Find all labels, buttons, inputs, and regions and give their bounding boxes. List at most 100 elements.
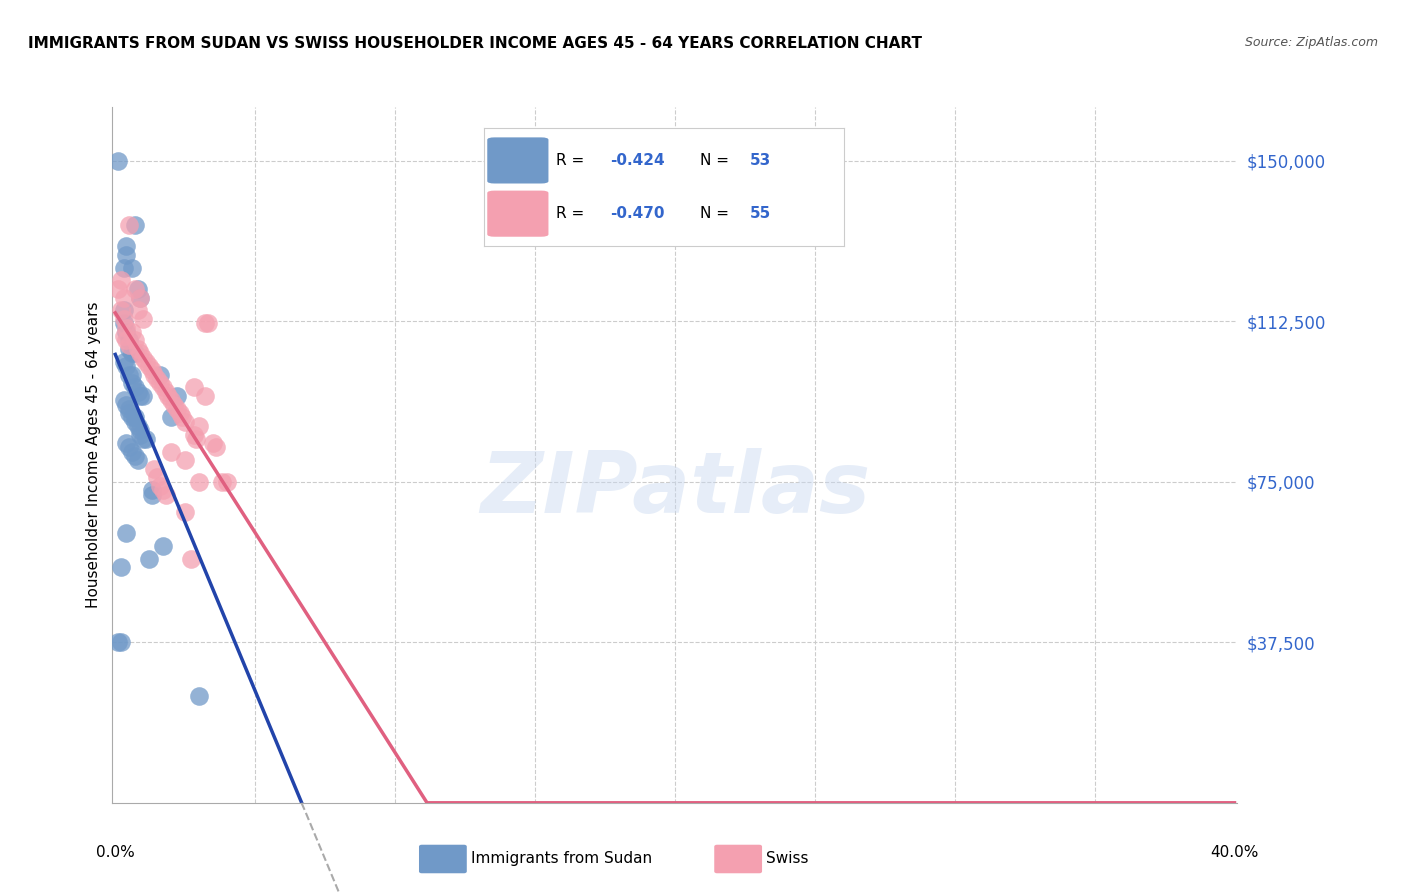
Point (135, 432, 157, 446)
Point (127, 303, 149, 318)
Point (118, 401, 141, 416)
Point (121, 376, 143, 391)
Point (132, 351, 155, 365)
Point (183, 427, 205, 442)
Point (141, 363, 163, 377)
Point (118, 337, 141, 351)
Text: Immigrants from Sudan: Immigrants from Sudan (471, 852, 652, 866)
Point (112, 355, 135, 369)
Point (129, 427, 152, 442)
Point (141, 487, 163, 501)
Point (107, 635, 129, 649)
Point (152, 380, 174, 394)
Point (118, 218, 141, 232)
Point (141, 483, 163, 498)
Text: Swiss: Swiss (766, 852, 808, 866)
Point (124, 346, 146, 360)
Point (112, 393, 135, 408)
Text: ZIPatlas: ZIPatlas (479, 448, 870, 532)
Point (124, 334, 146, 348)
Point (115, 436, 138, 450)
Point (166, 401, 188, 416)
Point (155, 487, 177, 501)
Point (110, 303, 132, 318)
Point (186, 432, 208, 446)
Point (197, 316, 219, 330)
Point (152, 539, 174, 553)
Point (127, 282, 149, 296)
Text: Source: ZipAtlas.com: Source: ZipAtlas.com (1244, 36, 1378, 49)
Point (160, 393, 183, 408)
Point (174, 415, 197, 429)
Point (149, 368, 172, 382)
Point (149, 479, 172, 493)
Point (110, 273, 132, 287)
Point (107, 153, 129, 168)
Point (160, 410, 183, 425)
Point (121, 368, 143, 382)
Point (163, 398, 186, 412)
Point (146, 470, 169, 484)
Point (138, 359, 160, 373)
Point (205, 441, 228, 455)
Point (169, 406, 191, 420)
Point (152, 483, 174, 498)
Point (138, 551, 160, 566)
Point (121, 325, 143, 339)
Point (127, 384, 149, 399)
Point (129, 291, 152, 305)
Point (107, 282, 129, 296)
Point (188, 689, 211, 703)
Point (115, 239, 138, 253)
Point (115, 248, 138, 262)
Point (157, 389, 180, 403)
Point (121, 444, 143, 458)
Point (129, 423, 152, 437)
Point (115, 334, 138, 348)
Point (127, 419, 149, 434)
Point (124, 380, 146, 394)
Point (115, 325, 138, 339)
Point (143, 368, 166, 382)
Point (115, 526, 138, 541)
Point (112, 291, 135, 305)
Point (160, 444, 183, 458)
Point (118, 342, 141, 356)
Text: 40.0%: 40.0% (1211, 845, 1258, 860)
Point (132, 312, 155, 326)
Point (124, 218, 146, 232)
Point (112, 260, 135, 275)
Point (149, 376, 172, 391)
Point (118, 368, 141, 382)
Point (211, 475, 233, 489)
Point (115, 359, 138, 373)
Point (121, 410, 143, 425)
Y-axis label: Householder Income Ages 45 - 64 years: Householder Income Ages 45 - 64 years (86, 301, 101, 608)
Point (121, 346, 143, 360)
Point (129, 389, 152, 403)
Point (155, 384, 177, 399)
Point (135, 355, 157, 369)
Point (129, 346, 152, 360)
Point (188, 419, 211, 434)
Point (118, 441, 141, 455)
Point (115, 320, 138, 334)
Point (110, 635, 132, 649)
Point (194, 389, 217, 403)
Point (202, 436, 225, 450)
Point (166, 389, 188, 403)
Point (110, 560, 132, 574)
Point (172, 410, 194, 425)
Point (174, 453, 197, 467)
Point (174, 505, 197, 519)
Point (112, 312, 135, 326)
Point (180, 551, 202, 566)
Point (121, 260, 143, 275)
Point (194, 316, 217, 330)
Point (112, 316, 135, 330)
Point (112, 303, 135, 318)
Point (124, 449, 146, 463)
Point (124, 282, 146, 296)
Point (143, 462, 166, 476)
Point (112, 329, 135, 343)
